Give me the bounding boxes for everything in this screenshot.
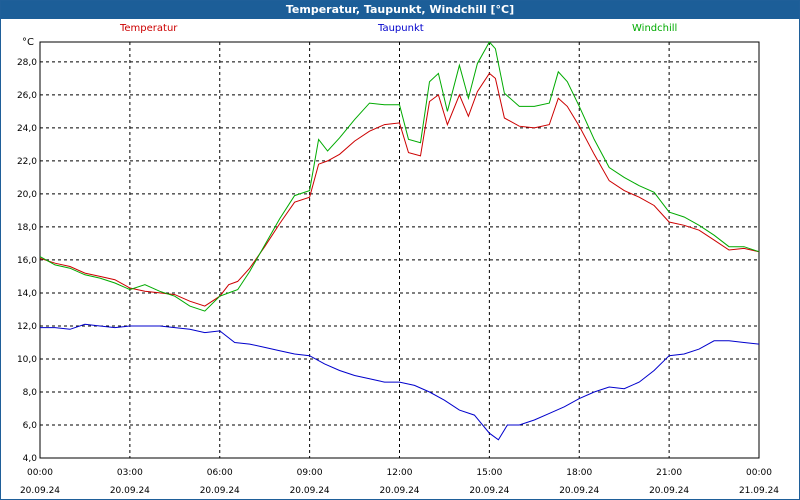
series-line-temperatur — [39, 72, 760, 307]
x-tick-time: 06:00 — [207, 468, 233, 478]
y-tick-label: 22,0 — [17, 157, 37, 167]
y-tick-label: 12,0 — [17, 322, 37, 332]
series-line-taupunkt — [40, 323, 760, 441]
y-tick-label: 18,0 — [17, 223, 37, 233]
y-tick-label: 8,0 — [23, 388, 38, 398]
x-tick-date: 20.09.24 — [649, 486, 689, 496]
x-tick-date: 20.09.24 — [469, 486, 509, 496]
x-tick-time: 00:00 — [27, 468, 53, 478]
x-tick-time: 09:00 — [297, 468, 323, 478]
x-tick-time: 21:00 — [656, 468, 682, 478]
x-tick-date: 21.09.24 — [739, 486, 779, 496]
x-tick-date: 20.09.24 — [379, 486, 419, 496]
x-tick-time: 12:00 — [387, 468, 413, 478]
x-tick-time: 03:00 — [117, 468, 143, 478]
y-tick-label: 4,0 — [23, 454, 38, 464]
x-tick-date: 20.09.24 — [290, 486, 330, 496]
x-tick-time: 15:00 — [476, 468, 502, 478]
series-line-windchill — [39, 41, 760, 312]
chart-title: Temperatur, Taupunkt, Windchill [°C] — [1, 1, 799, 19]
x-tick-time: 18:00 — [566, 468, 592, 478]
y-tick-label: 6,0 — [23, 421, 38, 431]
legend-taupunkt: Taupunkt — [378, 23, 424, 34]
x-tick-date: 20.09.24 — [20, 486, 60, 496]
x-tick-date: 20.09.24 — [110, 486, 150, 496]
x-tick-time: 00:00 — [746, 468, 772, 478]
y-tick-label: 26,0 — [17, 91, 37, 101]
y-tick-label: 16,0 — [17, 256, 37, 266]
legend-windchill: Windchill — [632, 23, 678, 34]
y-tick-label: 20,0 — [17, 190, 37, 200]
x-tick-date: 20.09.24 — [559, 486, 599, 496]
y-tick-label: 14,0 — [17, 289, 37, 299]
x-tick-date: 20.09.24 — [200, 486, 240, 496]
legend-temperatur: Temperatur — [120, 23, 178, 34]
y-tick-label: 28,0 — [17, 58, 37, 68]
y-tick-label: 24,0 — [17, 124, 37, 134]
y-tick-label: 10,0 — [17, 355, 37, 365]
y-axis-unit: °C — [22, 37, 34, 48]
